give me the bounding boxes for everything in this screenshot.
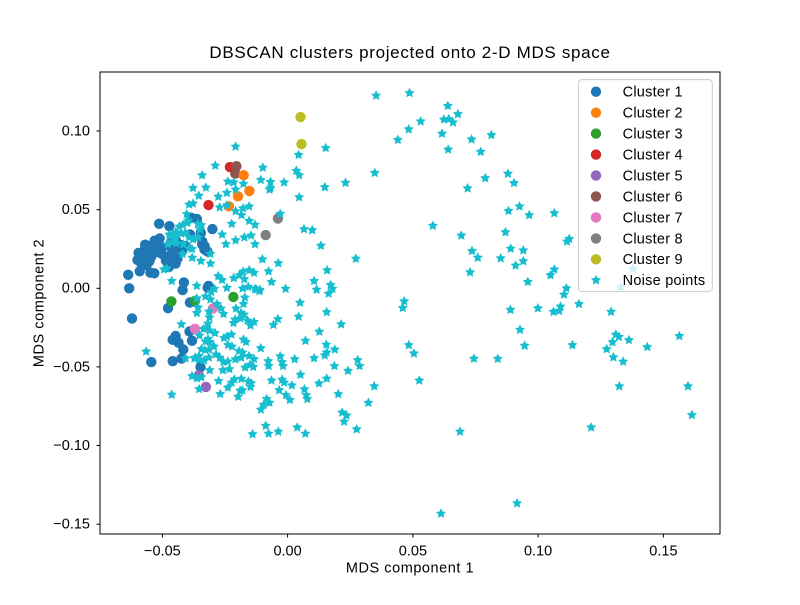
svg-text:Cluster 6: Cluster 6: [623, 189, 683, 205]
svg-text:Cluster 3: Cluster 3: [623, 127, 683, 143]
svg-text:0.05: 0.05: [62, 202, 90, 218]
svg-text:0.10: 0.10: [524, 543, 552, 559]
svg-text:Cluster 8: Cluster 8: [623, 231, 683, 247]
svg-text:Cluster 2: Cluster 2: [623, 106, 683, 122]
svg-text:MDS component 1: MDS component 1: [346, 561, 474, 577]
svg-text:MDS component 2: MDS component 2: [32, 239, 48, 367]
svg-text:Cluster 9: Cluster 9: [623, 252, 683, 268]
svg-text:DBSCAN clusters projected onto: DBSCAN clusters projected onto 2-D MDS s…: [209, 43, 610, 62]
svg-text:Cluster 1: Cluster 1: [623, 85, 683, 101]
svg-text:−0.05: −0.05: [144, 543, 181, 559]
svg-text:Cluster 7: Cluster 7: [623, 210, 683, 226]
svg-text:−0.15: −0.15: [53, 517, 90, 533]
svg-text:Noise points: Noise points: [623, 273, 706, 289]
svg-text:−0.05: −0.05: [53, 359, 90, 375]
svg-text:−0.10: −0.10: [53, 438, 90, 454]
svg-text:Cluster 5: Cluster 5: [623, 168, 683, 184]
svg-text:0.15: 0.15: [649, 543, 677, 559]
svg-text:0.10: 0.10: [62, 123, 90, 139]
svg-text:0.05: 0.05: [399, 543, 427, 559]
svg-text:0.00: 0.00: [62, 281, 90, 297]
svg-text:0.00: 0.00: [273, 543, 301, 559]
svg-text:Cluster 4: Cluster 4: [623, 148, 683, 164]
